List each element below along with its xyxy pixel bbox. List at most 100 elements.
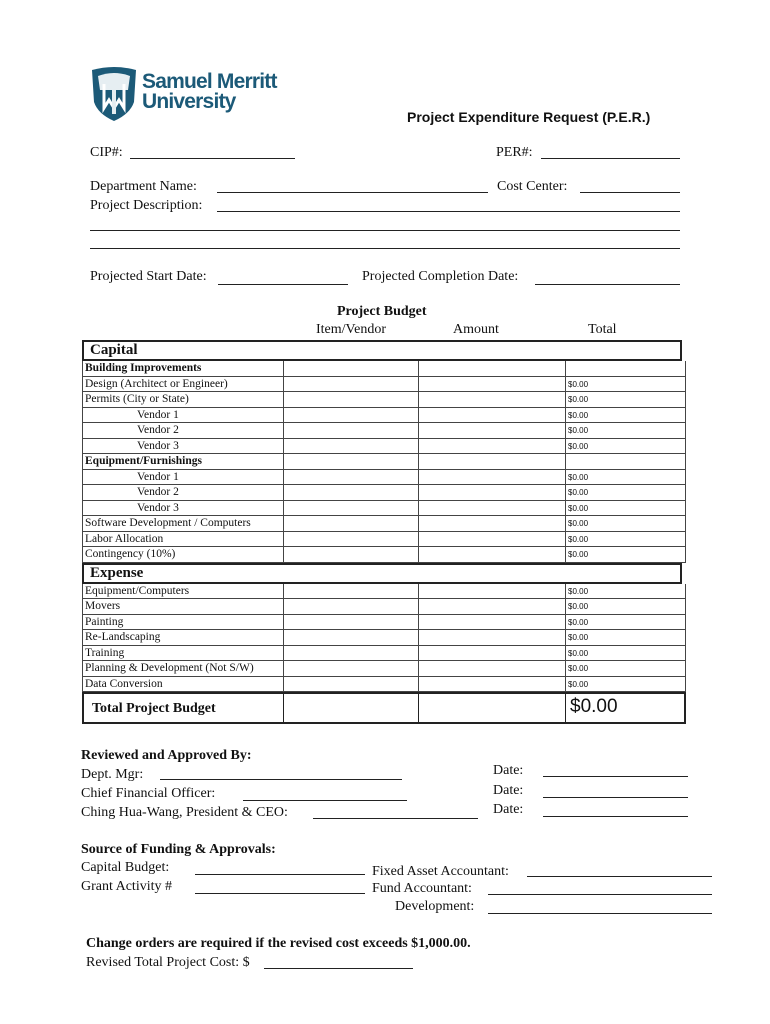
description-field-2[interactable]	[90, 230, 680, 231]
total-cell: $0.00	[565, 438, 686, 454]
development-field[interactable]	[488, 913, 712, 914]
capital-budget-field[interactable]	[195, 874, 365, 875]
fixed-asset-field[interactable]	[527, 876, 712, 877]
amount-cell[interactable]	[418, 661, 565, 677]
president-field[interactable]	[313, 818, 478, 819]
fund-accountant-label: Fund Accountant:	[372, 881, 472, 896]
logo-line-2: University	[142, 90, 236, 113]
cip-label: CIP#:	[90, 145, 123, 160]
item-vendor-cell[interactable]	[283, 599, 418, 615]
item-vendor-cell[interactable]	[283, 485, 418, 501]
total-cell: $0.00	[565, 676, 686, 692]
item-vendor-cell[interactable]	[283, 423, 418, 439]
date-label-3: Date:	[493, 802, 524, 817]
amount-cell[interactable]	[418, 547, 565, 563]
item-vendor-cell[interactable]	[283, 531, 418, 547]
amount-cell[interactable]	[418, 454, 565, 470]
item-vendor-cell[interactable]	[283, 469, 418, 485]
table-row: Vendor 3 $0.00	[82, 500, 686, 516]
row-label: Building Improvements	[82, 361, 283, 377]
amount-cell[interactable]	[418, 676, 565, 692]
total-value: $0.00	[570, 696, 618, 717]
item-vendor-cell[interactable]	[283, 645, 418, 661]
amount-cell[interactable]	[418, 423, 565, 439]
date-label-2: Date:	[493, 783, 524, 798]
row-label: Contingency (10%)	[82, 547, 283, 563]
amount-cell[interactable]	[418, 361, 565, 377]
total-cell: $0.00	[565, 583, 686, 599]
amount-cell[interactable]	[418, 645, 565, 661]
amount-cell[interactable]	[418, 630, 565, 646]
item-vendor-cell[interactable]	[283, 361, 418, 377]
column-amount: Amount	[453, 322, 499, 337]
amount-cell[interactable]	[418, 599, 565, 615]
description-field-1[interactable]	[217, 211, 680, 212]
item-vendor-cell[interactable]	[283, 407, 418, 423]
row-label: Planning & Development (Not S/W)	[82, 661, 283, 677]
amount-cell[interactable]	[418, 392, 565, 408]
fund-accountant-field[interactable]	[488, 894, 712, 895]
table-row: Movers $0.00	[82, 599, 686, 615]
total-cell: $0.00	[565, 661, 686, 677]
column-item-vendor: Item/Vendor	[316, 322, 386, 337]
item-vendor-cell[interactable]	[283, 547, 418, 563]
item-vendor-cell[interactable]	[283, 661, 418, 677]
amount-cell[interactable]	[418, 583, 565, 599]
description-field-3[interactable]	[90, 248, 680, 249]
table-row: Contingency (10%) $0.00	[82, 547, 686, 563]
cfo-field[interactable]	[243, 800, 407, 801]
table-row: Vendor 2 $0.00	[82, 485, 686, 501]
row-label: Design (Architect or Engineer)	[82, 376, 283, 392]
start-date-field[interactable]	[218, 284, 348, 285]
per-label: PER#:	[496, 145, 533, 160]
grant-field[interactable]	[195, 893, 365, 894]
cip-field[interactable]	[130, 158, 295, 159]
total-cell: $0.00	[565, 645, 686, 661]
item-vendor-cell[interactable]	[283, 438, 418, 454]
item-vendor-cell[interactable]	[283, 676, 418, 692]
item-vendor-cell[interactable]	[283, 583, 418, 599]
dept-mgr-label: Dept. Mgr:	[81, 767, 144, 782]
amount-cell[interactable]	[418, 407, 565, 423]
item-vendor-cell[interactable]	[283, 500, 418, 516]
row-label: Vendor 1	[82, 469, 283, 485]
revised-cost-field[interactable]	[264, 968, 413, 969]
amount-cell[interactable]	[418, 614, 565, 630]
amount-cell[interactable]	[418, 500, 565, 516]
date-field-2[interactable]	[543, 797, 688, 798]
department-field[interactable]	[217, 192, 488, 193]
item-vendor-cell[interactable]	[283, 454, 418, 470]
total-cell: $0.00	[565, 516, 686, 532]
table-row: Vendor 1 $0.00	[82, 469, 686, 485]
amount-cell[interactable]	[418, 516, 565, 532]
table-row: Vendor 3 $0.00	[82, 438, 686, 454]
completion-date-field[interactable]	[535, 284, 680, 285]
table-row: Training $0.00	[82, 645, 686, 661]
item-vendor-cell[interactable]	[283, 630, 418, 646]
start-date-label: Projected Start Date:	[90, 269, 207, 284]
item-vendor-cell[interactable]	[283, 516, 418, 532]
amount-cell[interactable]	[418, 485, 565, 501]
amount-cell[interactable]	[418, 376, 565, 392]
date-field-3[interactable]	[543, 816, 688, 817]
item-vendor-cell[interactable]	[283, 392, 418, 408]
amount-cell[interactable]	[418, 531, 565, 547]
amount-cell[interactable]	[418, 469, 565, 485]
per-field[interactable]	[541, 158, 680, 159]
amount-cell[interactable]	[418, 438, 565, 454]
dept-mgr-field[interactable]	[160, 779, 402, 780]
capital-budget-label: Capital Budget:	[81, 860, 170, 875]
total-cell: $0.00	[565, 376, 686, 392]
cost-center-field[interactable]	[580, 192, 680, 193]
table-row: Design (Architect or Engineer) $0.00	[82, 376, 686, 392]
date-field-1[interactable]	[543, 776, 688, 777]
total-cell	[565, 454, 686, 470]
item-vendor-cell[interactable]	[283, 376, 418, 392]
row-label: Equipment/Furnishings	[82, 454, 283, 470]
total-cell: $0.00	[565, 500, 686, 516]
row-label: Painting	[82, 614, 283, 630]
item-vendor-cell[interactable]	[283, 614, 418, 630]
total-cell: $0.00	[565, 614, 686, 630]
grant-label: Grant Activity #	[81, 879, 172, 894]
